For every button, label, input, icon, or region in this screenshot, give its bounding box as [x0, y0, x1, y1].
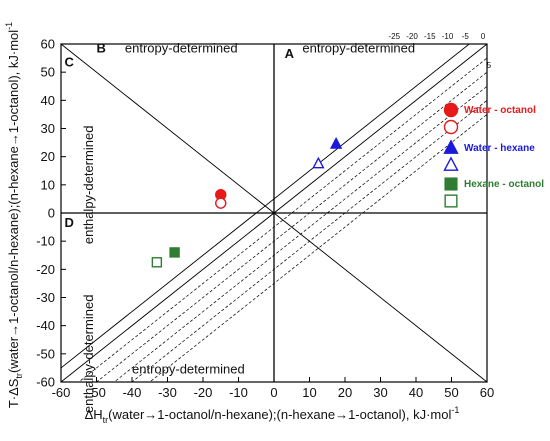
diagonal-line-6 — [61, 44, 470, 369]
zone-label-0: entropy-determined — [125, 40, 238, 55]
y-tick-label-12: 60 — [41, 37, 55, 52]
zone-label-4: enthalpy-determined — [81, 295, 96, 414]
y-axis-title-sub: tr — [14, 373, 24, 379]
x-tick-label-11: 50 — [444, 385, 458, 400]
x-tick-label-2: -40 — [123, 385, 142, 400]
diagonal-label-3: -10 — [442, 32, 454, 41]
region-label-d: D — [65, 215, 74, 230]
y-tick-label-4: -20 — [36, 262, 55, 277]
diagonal-label-4: -5 — [462, 32, 470, 41]
zone-label-3: enthalpy-determined — [81, 126, 96, 245]
diagonal-label-1: -20 — [406, 32, 418, 41]
point-circle-0-1 — [215, 197, 227, 209]
y-tick-label-9: 30 — [41, 121, 55, 136]
point-triangle-1-0 — [329, 136, 343, 149]
y-axis-title: T·ΔStr(water→1-octanol/n-hexane);(n-hexa… — [4, 22, 24, 408]
x-tick-label-8: 20 — [338, 385, 352, 400]
point-square-2-1 — [151, 257, 163, 268]
y-axis-title-post: (water→1-octanol/n-hexane);(n-hexane→1-o… — [6, 30, 21, 373]
x-axis-title-pre: ΔH — [85, 407, 103, 422]
x-tick-label-10: 40 — [409, 385, 423, 400]
y-tick-label-3: -30 — [36, 290, 55, 305]
zone-label-1: entropy-determined — [302, 40, 415, 55]
legend-marker-open-1 — [443, 156, 459, 171]
diagonal-line-1 — [131, 100, 487, 382]
legend-label-2: Hexane - octanol — [464, 179, 544, 190]
zone-label-2: entropy-determined — [132, 362, 245, 377]
diagonal-line-5 — [61, 44, 487, 382]
region-label-a: A — [285, 46, 295, 61]
y-tick-label-2: -40 — [36, 318, 55, 333]
x-tick-label-12: 60 — [480, 385, 494, 400]
y-axis-title-pre: T·ΔS — [6, 378, 21, 408]
legend-marker-filled-0 — [443, 102, 459, 118]
x-axis-title: ΔHtr(water→1-octanol/n-hexane);(n-hexane… — [85, 405, 460, 425]
x-axis-title-post: (water→1-octanol/n-hexane);(n-hexane→1-o… — [108, 407, 451, 422]
diagonal-label-0: -25 — [388, 32, 400, 41]
legend-marker-open-0 — [443, 119, 459, 135]
diagonal-line-3 — [95, 71, 487, 382]
legend-label-0: Water - octanol — [464, 105, 536, 116]
y-tick-label-1: -50 — [36, 346, 55, 361]
region-label-c: C — [65, 55, 75, 70]
y-axis-title-sup: -1 — [4, 22, 14, 30]
diagonal-label-6: 5 — [487, 61, 492, 70]
x-tick-label-7: 10 — [302, 385, 316, 400]
x-axis-title-sup: -1 — [451, 405, 459, 415]
y-tick-label-6: 0 — [48, 206, 55, 221]
legend-label-1: Water - hexane — [464, 143, 535, 154]
x-tick-label-3: -30 — [158, 385, 177, 400]
x-tick-label-4: -20 — [194, 385, 213, 400]
x-tick-label-5: -10 — [229, 385, 248, 400]
diagonal-label-5: 0 — [481, 32, 486, 41]
diagonal-line-4 — [78, 57, 487, 382]
x-tick-label-9: 30 — [373, 385, 387, 400]
diagonal-label-2: -15 — [424, 32, 436, 41]
y-tick-label-5: -10 — [36, 234, 55, 249]
legend-marker-filled-1 — [443, 139, 459, 154]
y-tick-label-11: 50 — [41, 65, 55, 80]
x-tick-label-6: 0 — [270, 385, 277, 400]
legend-marker-filled-2 — [444, 177, 458, 191]
point-square-2-0 — [169, 247, 180, 258]
region-label-b: B — [97, 40, 106, 55]
y-tick-label-7: 10 — [41, 177, 55, 192]
y-tick-label-0: -60 — [36, 375, 55, 390]
x-axis-title-sub: tr — [103, 415, 109, 425]
diagonal-line-2 — [113, 85, 487, 382]
x-tick-label-0: -60 — [52, 385, 71, 400]
diagonal-line-0 — [149, 114, 487, 382]
legend-marker-open-2 — [444, 194, 458, 208]
y-tick-label-10: 40 — [41, 93, 55, 108]
x-tick-label-1: -50 — [87, 385, 106, 400]
point-triangle-1-1 — [312, 156, 325, 169]
y-tick-label-8: 20 — [41, 149, 55, 164]
